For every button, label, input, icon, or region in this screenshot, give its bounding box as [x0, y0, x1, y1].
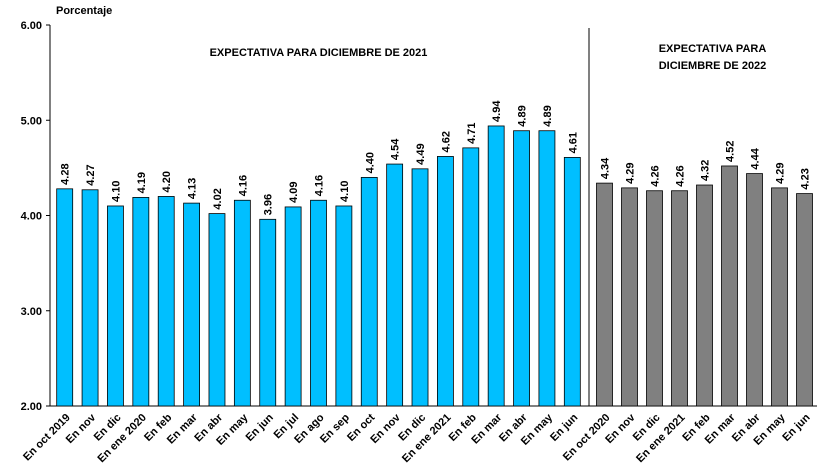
value-label: 4.20 — [161, 171, 173, 192]
x-tick-label: En jun — [780, 411, 812, 443]
value-label: 4.10 — [339, 181, 351, 202]
value-label: 3.96 — [263, 194, 275, 215]
value-label: 4.23 — [800, 168, 812, 189]
value-label: 4.44 — [750, 147, 762, 169]
bar — [721, 165, 738, 407]
value-label: 4.62 — [440, 131, 452, 152]
value-label: 4.09 — [288, 182, 300, 203]
bar — [360, 176, 378, 407]
bar — [132, 197, 150, 407]
bar — [563, 156, 581, 407]
bar — [538, 130, 556, 407]
bar — [386, 163, 404, 407]
group-title: DICIEMBRE DE 2022 — [659, 60, 767, 72]
y-tick-label: 6.00 — [21, 20, 42, 32]
bar — [411, 168, 429, 407]
x-tick-label: En nov — [368, 411, 403, 446]
x-tick-label: En sep — [318, 411, 352, 445]
value-label: 4.16 — [314, 175, 326, 196]
value-label: 4.40 — [364, 152, 376, 173]
bar — [107, 205, 124, 407]
bar — [462, 147, 480, 407]
value-label: 4.26 — [650, 165, 662, 186]
bar — [513, 130, 530, 407]
value-label: 4.32 — [700, 160, 712, 181]
value-label: 4.29 — [775, 162, 787, 183]
value-label: 4.19 — [136, 172, 148, 193]
bar — [233, 199, 251, 407]
bar — [646, 190, 663, 407]
value-label: 4.54 — [390, 138, 402, 160]
value-label: 4.49 — [415, 143, 427, 164]
bar — [310, 199, 327, 407]
x-tick-label: En jun — [244, 411, 276, 443]
bar — [259, 218, 277, 407]
value-label: 4.52 — [725, 141, 737, 162]
value-label: 4.89 — [542, 105, 554, 126]
bar — [335, 205, 353, 407]
value-label: 4.94 — [491, 100, 503, 122]
value-label: 4.28 — [60, 163, 72, 184]
value-label: 4.27 — [85, 164, 97, 185]
value-label: 4.61 — [567, 132, 579, 153]
value-label: 4.16 — [237, 175, 249, 196]
bar — [208, 213, 226, 407]
bar — [487, 125, 505, 407]
y-tick-label: 5.00 — [21, 115, 42, 127]
bar — [696, 184, 713, 407]
bar — [746, 173, 763, 407]
value-label: 4.89 — [517, 105, 529, 126]
value-label: 4.29 — [625, 162, 637, 183]
group-title: EXPECTATIVA PARA DICIEMBRE DE 2021 — [210, 47, 428, 59]
value-label: 4.26 — [675, 165, 687, 186]
x-tick-label: En nov — [64, 411, 99, 446]
bar — [671, 190, 688, 407]
value-label: 4.02 — [212, 188, 224, 209]
bar — [284, 206, 302, 407]
value-label: 4.10 — [110, 181, 122, 202]
bar — [621, 187, 638, 407]
y-tick-label: 3.00 — [21, 306, 42, 318]
value-label: 4.71 — [466, 122, 478, 143]
bar — [183, 202, 200, 407]
value-label: 4.34 — [600, 157, 612, 179]
y-axis-label: Porcentaje — [56, 5, 112, 17]
bar — [56, 188, 74, 407]
bar — [771, 187, 788, 407]
bar — [596, 182, 613, 407]
value-label: 4.13 — [187, 178, 199, 199]
bar — [157, 196, 175, 407]
bar — [796, 193, 813, 407]
bar — [437, 156, 454, 407]
y-tick-label: 4.00 — [21, 211, 42, 223]
bar — [81, 189, 99, 407]
group-title: EXPECTATIVA PARA — [659, 43, 767, 55]
y-tick-label: 2.00 — [21, 401, 42, 413]
